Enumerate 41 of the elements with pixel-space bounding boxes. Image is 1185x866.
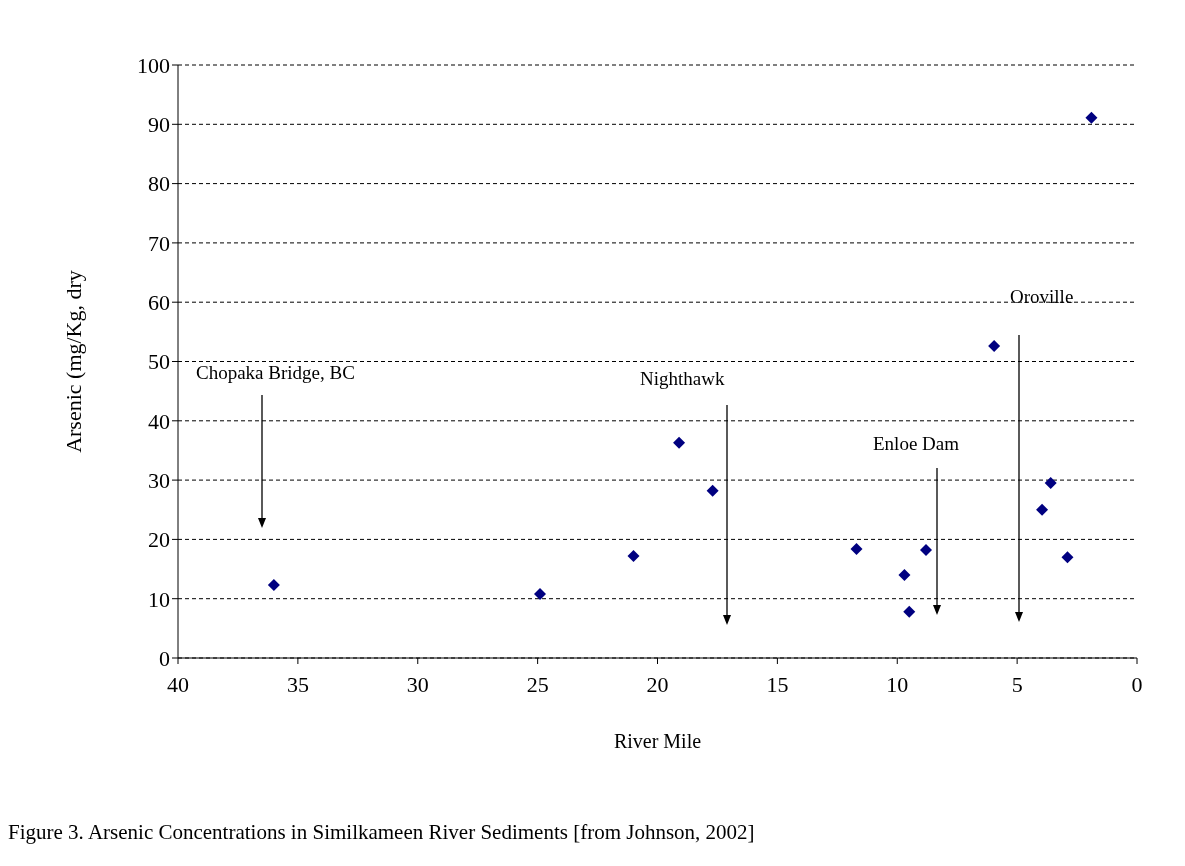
y-tick-label: 100 <box>137 52 170 78</box>
point <box>898 568 911 581</box>
y-tick-label: 90 <box>148 112 170 138</box>
point <box>267 579 280 592</box>
y-tick-label: 0 <box>159 645 170 671</box>
point <box>1044 477 1057 490</box>
x-tick-label: 15 <box>766 671 789 697</box>
y-tick-label: 50 <box>148 349 170 375</box>
x-tick-label: 35 <box>286 671 309 697</box>
y-tick-label: 30 <box>148 467 170 493</box>
point <box>1085 111 1098 124</box>
y-tick-label: 80 <box>148 171 170 197</box>
annotation: Enloe Dam <box>873 433 960 454</box>
annotation: Oroville <box>1010 286 1074 307</box>
x-tick-label: 25 <box>526 671 549 697</box>
y-tick-label: 40 <box>148 408 170 434</box>
annotation: Chopaka Bridge, BC <box>196 362 355 383</box>
x-axis-title: River Mile <box>613 730 702 752</box>
y-tick-label: 20 <box>148 527 170 553</box>
x-tick-label: 0 <box>1131 671 1143 697</box>
point <box>706 484 719 497</box>
y-tick-label: 60 <box>148 290 170 316</box>
point <box>534 587 547 600</box>
x-tick-label: 10 <box>886 671 909 697</box>
y-axis-title: Arsenic (mg/Kg, dry <box>60 270 86 453</box>
point <box>1061 551 1074 564</box>
x-tick-label: 5 <box>1011 671 1023 697</box>
point <box>673 436 686 449</box>
x-tick-label: 20 <box>646 671 669 697</box>
point <box>988 340 1001 353</box>
point <box>627 550 640 562</box>
y-tick-label: 70 <box>148 230 170 256</box>
point <box>903 605 916 618</box>
point <box>1036 503 1049 516</box>
annotation: Nighthawk <box>640 368 725 389</box>
point <box>920 544 933 557</box>
x-tick-label: 40 <box>167 671 189 697</box>
point <box>850 542 863 555</box>
caption: Figure 3. Arsenic Concentrations in Similkameen River Sediments [from Johnson, 2002] <box>8 820 756 845</box>
x-tick-label: 30 <box>406 671 429 697</box>
y-tick-label: 10 <box>148 586 170 612</box>
